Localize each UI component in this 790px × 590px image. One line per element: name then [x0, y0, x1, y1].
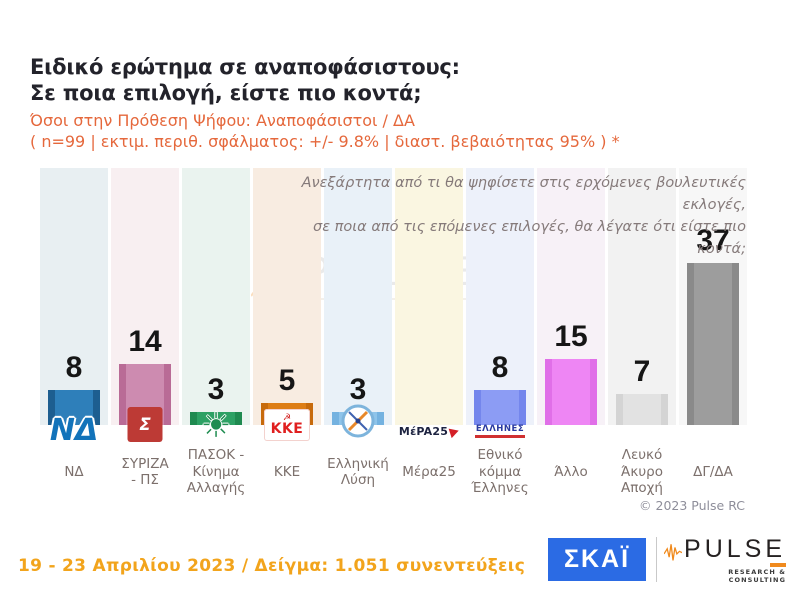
bar-dgda — [687, 263, 739, 425]
bar-chart: 8 ΝΔ 14 Σ 3 ☀ 5 ☭ ΚΚΕ 3 — [40, 168, 747, 446]
column-dgda: 37 — [679, 168, 747, 425]
bar-value: 8 — [65, 351, 83, 384]
nd-logo: ΝΔ — [49, 413, 99, 448]
mera25-logo: MέPA25 — [398, 425, 461, 438]
syriza-logo-letter: Σ — [139, 414, 151, 435]
bar-allo — [545, 359, 597, 425]
label-syriza: ΣΥΡΙΖΑ - ΠΣ — [121, 455, 169, 489]
column-mera25: MέPA25 — [395, 168, 463, 438]
skai-logo: ΣΚΑΪ — [548, 538, 646, 581]
column-nd: 8 ΝΔ — [40, 168, 108, 446]
question-annotation: Ανεξάρτητα από τι θα ψηφίσετε στις ερχόμ… — [276, 172, 746, 260]
ellines-logo-underline — [475, 435, 525, 438]
fieldwork-text: 19 - 23 Απριλίου 2023 / Δείγμα: 1.051 συ… — [18, 556, 526, 576]
page-title-line2: Σε ποια επιλογή, είστε πιο κοντά; — [30, 81, 422, 105]
bar-value: 3 — [207, 373, 225, 406]
hammer-sickle-icon: ☭ — [282, 413, 292, 423]
bar-ellines — [474, 390, 526, 425]
question-annotation-line2: σε ποια από τις επόμενες επιλογές, θα λέ… — [313, 219, 746, 257]
bar-pasok — [190, 412, 242, 425]
page-title-line1: Ειδικό ερώτημα σε αναποφάσιστους: — [30, 55, 460, 79]
label-elliniki-lysi: Ελληνική Λύση — [327, 455, 389, 489]
header: Ειδικό ερώτημα σε αναποφάσιστους: Σε ποι… — [30, 54, 620, 152]
label-kke: ΚΚΕ — [273, 463, 301, 480]
column-ellines: 8 ΕΛΛΗΝΕΣ — [466, 168, 534, 438]
mera25-swoosh-icon — [448, 425, 461, 438]
bar-value: 7 — [633, 355, 651, 388]
question-annotation-line1: Ανεξάρτητα από τι θα ψηφίσετε στις ερχόμ… — [301, 175, 746, 213]
logo-separator — [656, 537, 657, 582]
bar-lefko — [616, 394, 668, 425]
subtitle-line1: Όσοι στην Πρόθεση Ψήφου: Αναποφάσιστοι /… — [30, 111, 415, 130]
label-pasok: ΠΑΣΟΚ - Κίνημα Αλλαγής — [186, 447, 246, 497]
bar-value: 5 — [278, 364, 296, 397]
copyright-text: © 2023 Pulse RC — [639, 498, 745, 513]
column-elliniki-lysi: 3 — [324, 168, 392, 438]
pulse-logo-text: PULSE — [684, 535, 786, 563]
compass-logo — [341, 404, 375, 442]
label-nd: ΝΔ — [64, 463, 84, 480]
bar-value: 15 — [554, 320, 588, 353]
pulse-logo-subtext: RESEARCH & CONSULTING — [728, 568, 786, 584]
pulse-waveform-icon — [664, 544, 683, 561]
column-pasok: 3 ☀ — [182, 168, 250, 444]
column-kke: 5 ☭ ΚΚΕ — [253, 168, 321, 441]
bar-value: 14 — [128, 325, 162, 358]
mera25-logo-text: MέPA25 — [398, 425, 449, 438]
category-labels: ΝΔ ΣΥΡΙΖΑ - ΠΣ ΠΑΣΟΚ - Κίνημα Αλλαγής ΚΚ… — [40, 443, 747, 501]
label-mera25: Μέρα25 — [402, 463, 456, 480]
pulse-logo-badge — [770, 563, 786, 567]
label-lefko: Λευκό Άκυρο Αποχή — [621, 447, 663, 497]
column-lefko: 7 — [608, 168, 676, 425]
pulse-logo: PULSE RESEARCH & CONSULTING — [664, 537, 786, 584]
pasok-sun-logo: ☀ — [200, 406, 232, 446]
subtitle-line2: ( n=99 | εκτιμ. περιθ. σφάλματος: +/- 9.… — [30, 132, 620, 151]
label-ellines: Εθνικό κόμμα Έλληνες — [471, 447, 529, 497]
bar-value: 8 — [491, 351, 509, 384]
bar-value: 3 — [349, 373, 367, 406]
bar-nd — [48, 390, 100, 425]
label-dgda: ΔΓ/ΔΑ — [693, 463, 733, 480]
label-allo: Άλλο — [554, 463, 588, 480]
bar-value: 37 — [696, 224, 730, 257]
kke-logo: ☭ ΚΚΕ — [264, 409, 310, 441]
ellines-logo: ΕΛΛΗΝΕΣ — [468, 425, 532, 438]
syriza-logo: Σ — [127, 407, 163, 442]
kke-logo-text: ΚΚΕ — [270, 421, 304, 437]
ellines-logo-text: ΕΛΛΗΝΕΣ — [475, 424, 525, 434]
column-allo: 15 — [537, 168, 605, 425]
column-syriza: 14 Σ — [111, 168, 179, 442]
